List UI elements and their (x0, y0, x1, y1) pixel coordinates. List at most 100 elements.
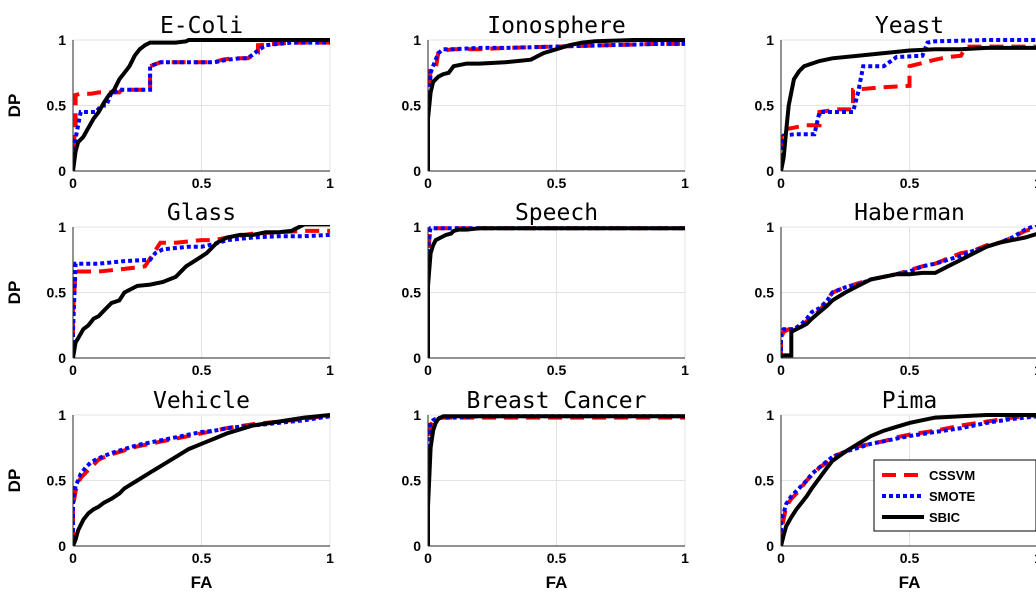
series-sbic-line (428, 38, 685, 171)
panel-title: Yeast (875, 13, 944, 39)
y-tick-label: 0.5 (402, 285, 422, 301)
series-smote-line (73, 40, 330, 171)
series-sbic-line (73, 225, 330, 358)
panel-title: Breast Cancer (466, 388, 646, 414)
y-tick-label: 1 (413, 219, 421, 235)
panel-e-coli: 0 0.5 1 0 0.5 1 E-Coli DP (5, 13, 334, 191)
panel-yeast: 0 0.5 1 0 0.5 1 Yeast (755, 13, 1036, 191)
x-tick-label: 0.5 (900, 175, 920, 191)
y-tick-label: 0 (766, 163, 774, 179)
series-smote-line (781, 38, 1036, 171)
y-tick-label: 1 (58, 32, 66, 48)
legend: CSSVM SMOTE SBIC (873, 459, 1036, 532)
x-tick-label: 0 (69, 362, 77, 378)
panel-title: Ionosphere (487, 13, 625, 39)
y-tick-label: 1 (766, 32, 774, 48)
y-tick-label: 0.5 (47, 473, 67, 489)
y-tick-label: 1 (766, 219, 774, 235)
legend-label-smote: SMOTE (929, 489, 976, 504)
series-sbic-line (428, 414, 685, 546)
series-smote-line (73, 232, 330, 358)
y-axis-label: DP (5, 469, 24, 493)
legend-label-sbic: SBIC (929, 510, 961, 525)
panel-ionosphere: 0 0.5 1 0 0.5 1 Ionosphere (402, 13, 690, 191)
x-axis-label: FA (899, 573, 921, 592)
y-tick-label: 0 (413, 350, 421, 366)
y-tick-label: 0.5 (755, 285, 775, 301)
x-tick-label: 0.5 (547, 362, 567, 378)
y-tick-label: 0 (413, 163, 421, 179)
y-tick-label: 0 (413, 538, 421, 554)
x-tick-label: 1 (1034, 175, 1036, 191)
x-tick-label: 1 (681, 550, 689, 566)
legend-label-cssvm: CSSVM (929, 468, 975, 483)
y-tick-label: 0 (58, 350, 66, 366)
y-tick-label: 0.5 (402, 473, 422, 489)
panel-title: Pima (882, 388, 937, 414)
y-tick-label: 1 (413, 32, 421, 48)
x-tick-label: 0 (777, 550, 785, 566)
x-tick-label: 0 (424, 362, 432, 378)
series-sbic-line (781, 232, 1036, 358)
panel-title: Glass (167, 200, 236, 226)
y-tick-label: 1 (58, 407, 66, 423)
y-tick-label: 0.5 (47, 285, 67, 301)
x-tick-label: 1 (681, 362, 689, 378)
x-tick-label: 1 (1034, 550, 1036, 566)
panel-title: Vehicle (153, 388, 250, 414)
x-tick-label: 0 (424, 175, 432, 191)
y-tick-label: 0.5 (402, 98, 422, 114)
series-smote-line (428, 41, 685, 171)
x-axis-label: FA (546, 573, 568, 592)
y-axis-label: DP (5, 94, 24, 118)
x-tick-label: 1 (1034, 362, 1036, 378)
x-tick-label: 0 (424, 550, 432, 566)
x-tick-label: 0 (777, 362, 785, 378)
series-sbic-line (781, 413, 1036, 546)
series-sbic-line (73, 413, 330, 546)
series-smote-line (781, 414, 1036, 546)
series-sbic-line (781, 45, 1036, 171)
y-tick-label: 0 (58, 538, 66, 554)
x-tick-label: 0.5 (547, 175, 567, 191)
x-tick-label: 0.5 (192, 175, 212, 191)
panel-title: E-Coli (160, 13, 243, 39)
panel-speech: 0 0.5 1 0 0.5 1 Speech (402, 200, 690, 378)
y-tick-label: 1 (413, 407, 421, 423)
series-cssvm-line (428, 41, 685, 171)
x-tick-label: 1 (326, 550, 334, 566)
series-cssvm-line (73, 228, 330, 358)
panel-breast-cancer: 0 0.5 1 0 0.5 1 Breast Cancer FA (402, 388, 690, 592)
x-tick-label: 0.5 (192, 550, 212, 566)
x-tick-label: 1 (326, 175, 334, 191)
panel-pima: 0 0.5 1 0 0.5 1 Pima FA CSSVM SMOTE SBIC (755, 388, 1036, 592)
y-tick-label: 0.5 (755, 98, 775, 114)
y-tick-label: 0.5 (47, 98, 67, 114)
x-tick-label: 0.5 (900, 362, 920, 378)
series-cssvm-line (781, 44, 1036, 171)
y-tick-label: 0 (766, 350, 774, 366)
panel-glass: 0 0.5 1 0 0.5 1 Glass DP (5, 200, 334, 378)
legend-box (873, 459, 1036, 532)
panel-title: Haberman (854, 200, 965, 226)
x-tick-label: 0.5 (192, 362, 212, 378)
x-tick-label: 1 (681, 175, 689, 191)
panel-title: Speech (515, 200, 598, 226)
x-tick-label: 0 (69, 175, 77, 191)
x-axis-label: FA (191, 573, 213, 592)
y-tick-label: 0 (766, 538, 774, 554)
x-tick-label: 0 (69, 550, 77, 566)
panel-vehicle: 0 0.5 1 0 0.5 1 Vehicle DP FA (5, 388, 334, 592)
y-axis-label: DP (5, 281, 24, 305)
y-tick-label: 1 (766, 407, 774, 423)
y-tick-label: 0 (58, 163, 66, 179)
series-sbic-line (73, 38, 330, 171)
x-tick-label: 0.5 (547, 550, 567, 566)
panel-haberman: 0 0.5 1 0 0.5 1 Haberman (755, 200, 1036, 378)
x-tick-label: 0 (777, 175, 785, 191)
y-tick-label: 1 (58, 219, 66, 235)
x-tick-label: 1 (326, 362, 334, 378)
series-sbic-line (428, 226, 685, 358)
y-tick-label: 0.5 (755, 473, 775, 489)
